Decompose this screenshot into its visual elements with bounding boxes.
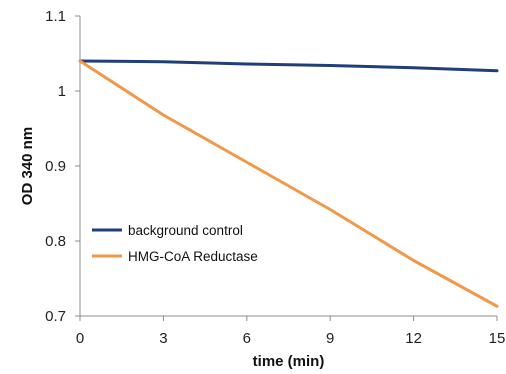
- x-tick-label: 12: [405, 330, 422, 347]
- x-tick-label: 15: [489, 330, 506, 347]
- x-tick-label: 3: [159, 330, 167, 347]
- legend-label: HMG-CoA Reductase: [128, 249, 258, 264]
- tick-labels: 0.7 0.8 0.9 1 1.1 0 3 6 9 12 15: [45, 8, 505, 347]
- y-axis-title: OD 340 nm: [19, 127, 36, 205]
- y-tick-label: 1.1: [45, 8, 66, 25]
- x-tick-label: 6: [243, 330, 251, 347]
- series-line-1: [78, 59, 499, 308]
- series-lines: [78, 59, 499, 308]
- y-tick-label: 0.8: [45, 233, 66, 250]
- x-tick-label: 0: [76, 330, 84, 347]
- x-axis-title: time (min): [253, 353, 325, 370]
- y-tick-label: 1: [58, 83, 66, 100]
- legend: background control HMG-CoA Reductase: [92, 223, 258, 264]
- legend-label: background control: [128, 223, 243, 238]
- series-line-0: [78, 59, 499, 73]
- y-tick-label: 0.7: [45, 308, 66, 325]
- axes: [75, 15, 498, 321]
- y-tick-label: 0.9: [45, 158, 66, 175]
- x-tick-label: 9: [326, 330, 334, 347]
